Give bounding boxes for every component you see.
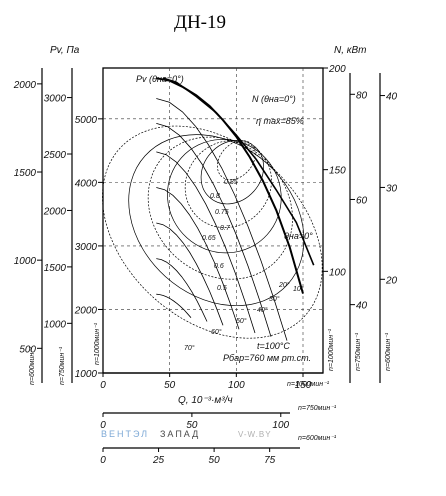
power-curve-label: N (θна=0°) (252, 94, 296, 104)
flow-tick-label: 100 (272, 420, 289, 431)
efficiency-label: 0.5 (217, 285, 227, 292)
temperature-label: t=100°C (257, 341, 290, 351)
power-tick-label: 30 (386, 183, 398, 194)
flow-tick-label: 0 (100, 380, 106, 391)
pressure-tick-label: 500 (19, 344, 36, 355)
angle-curve (156, 151, 256, 334)
efficiency-label: 0.65 (202, 235, 216, 242)
efficiency-label: 0.75 (215, 209, 229, 216)
pressure-tick-label: 5000 (75, 115, 98, 126)
barometric-pressure-label: Pбар=760 мм рт.ст. (223, 353, 311, 363)
flow-axis-speed-label: n=600мин⁻¹ (298, 435, 337, 442)
pressure-tick-label: 1000 (75, 369, 98, 380)
flow-tick-label: 0 (100, 455, 106, 466)
power-axis-speed-label: n=750мин⁻¹ (355, 332, 362, 371)
angle-label: 10° (293, 285, 304, 293)
pressure-tick-label: 2000 (74, 305, 98, 316)
efficiency-curve (200, 140, 264, 205)
pressure-tick-label: 2500 (43, 150, 67, 161)
efficiency-curve (147, 136, 293, 280)
grid (103, 68, 323, 373)
pressure-axis-speed-label: n=750мин⁻¹ (59, 346, 66, 385)
pressure-tick-label: 2000 (13, 80, 37, 91)
plot-frame (102, 67, 324, 374)
angle-label: 20° (278, 281, 290, 289)
flow-tick-label: 75 (264, 455, 276, 466)
angle-label: 30° (269, 295, 280, 303)
angle-curve (156, 293, 192, 318)
efficiency-curve (184, 140, 272, 228)
pressure-tick-label: 3000 (75, 242, 98, 253)
angle-curve (156, 258, 208, 322)
power-tick-label: 40 (356, 301, 368, 312)
flow-tick-label: 0 (100, 420, 106, 431)
power-tick-label: 150 (329, 166, 346, 177)
angle-label: 50° (236, 317, 247, 325)
power-tick-label: 100 (329, 267, 346, 278)
power-curve (162, 77, 315, 266)
power-tick-label: 20 (385, 275, 398, 286)
efficiency-label: 0.6 (214, 263, 224, 270)
power-tick-label: 40 (386, 92, 398, 103)
flow-tick-label: 50 (209, 455, 221, 466)
flow-axis-speed-label: n=750мин⁻¹ (298, 405, 337, 412)
pressure-tick-label: 3000 (44, 94, 67, 105)
flow-axis-speed-label: n=1000мин⁻¹ (287, 381, 330, 388)
efficiency-curve (128, 134, 305, 307)
angle-label: 60° (211, 328, 222, 336)
pressure-curve-label: Pv (θна=0°) (136, 74, 184, 84)
pressure-tick-label: 1500 (14, 168, 37, 179)
power-tick-label: 80 (356, 90, 368, 101)
watermark-site: V-W.BY (238, 430, 272, 439)
axes: 500100015002000n=600мин⁻¹100015002000250… (13, 64, 398, 466)
angle-curve (156, 187, 240, 330)
angle-zero-label: θна=0° (284, 231, 313, 241)
power-axis-speed-label: n=1000мин⁻¹ (328, 328, 335, 371)
pressure-axis-speed-label: n=600мин⁻¹ (29, 346, 36, 385)
flow-tick-label: 150 (295, 380, 312, 391)
power-axis-speed-label: n=600мин⁻¹ (385, 332, 392, 371)
power-tick-label: 60 (356, 195, 368, 206)
efficiency-label: 0.85 (224, 179, 238, 186)
efficiency-curve (102, 125, 323, 339)
chart-title: ДН-19 (174, 12, 226, 33)
power-tick-label: 200 (328, 64, 346, 75)
flow-tick-label: 50 (186, 420, 198, 431)
flow-tick-label: 25 (152, 455, 165, 466)
flow-tick-label: 100 (228, 380, 245, 391)
power-axis-title: N, кВт (334, 45, 367, 56)
angle-curve (156, 123, 272, 337)
watermark-brand-b: ЗАПАД (160, 429, 200, 439)
flow-axis-title: Q, 10⁻³·м³/ч (178, 395, 233, 406)
pressure-tick-label: 1000 (44, 319, 67, 330)
pressure-tick-label: 1500 (44, 263, 67, 274)
flow-tick-label: 50 (164, 380, 176, 391)
angle-label: 70° (184, 344, 195, 352)
efficiency-label: 0.7 (220, 225, 231, 232)
efficiency-curve (167, 139, 282, 254)
pressure-tick-label: 4000 (75, 178, 98, 189)
pressure-axis-speed-label: n=1000мин⁻¹ (94, 322, 101, 365)
efficiency-max-label: η max=85% (256, 116, 304, 126)
pressure-axis-title: Pv, Па (50, 45, 80, 56)
pressure-tick-label: 2000 (43, 206, 67, 217)
watermark-brand-a: ВЕНТЭЛ (101, 429, 149, 439)
angle-curve (156, 98, 288, 341)
angle-curve (156, 222, 224, 326)
efficiency-label: 0.8 (210, 193, 220, 200)
pressure-tick-label: 1000 (14, 256, 37, 267)
curves (102, 77, 323, 341)
angle-label: 40° (257, 306, 268, 314)
